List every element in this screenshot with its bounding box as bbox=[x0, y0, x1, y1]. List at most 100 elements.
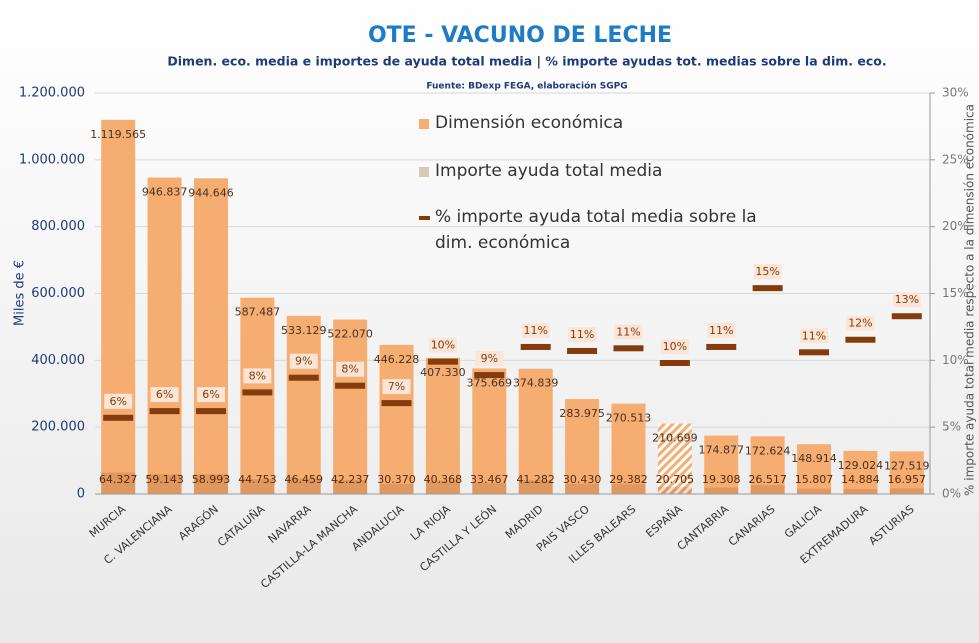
aid-bar bbox=[333, 479, 368, 494]
value-label: 64.327 bbox=[99, 473, 138, 486]
aid-bar bbox=[518, 480, 553, 494]
value-label: 14.884 bbox=[841, 473, 880, 486]
percent-label: 6% bbox=[202, 388, 219, 401]
chart-subtitle: Dimen. eco. media e importes de ayuda to… bbox=[167, 54, 886, 69]
percent-label: 11% bbox=[570, 328, 594, 341]
bar bbox=[611, 403, 646, 494]
percent-marker bbox=[613, 345, 644, 352]
value-label: 172.624 bbox=[745, 444, 791, 457]
value-label: 210.699 bbox=[652, 432, 698, 445]
percent-label-bg bbox=[382, 379, 411, 395]
chart-source: Fuente: BDexp FEGA, elaboración SGPG bbox=[426, 81, 627, 92]
value-label: 148.914 bbox=[791, 452, 837, 465]
percent-marker bbox=[752, 285, 783, 292]
x-tick-label: MADRID bbox=[503, 503, 546, 542]
aid-bar bbox=[843, 489, 878, 494]
y-tick-label: 600.000 bbox=[31, 286, 85, 301]
x-tick-label: ANDALUCIA bbox=[349, 502, 406, 553]
value-label: 41.282 bbox=[516, 473, 555, 486]
y2-tick-label: 15% bbox=[942, 286, 969, 300]
legend-swatch bbox=[419, 216, 430, 220]
percent-marker bbox=[381, 400, 412, 407]
percent-label-bg bbox=[753, 264, 782, 280]
value-label: 20.705 bbox=[656, 473, 695, 486]
percent-marker bbox=[659, 360, 690, 367]
legend-swatch bbox=[419, 119, 429, 129]
aid-bar bbox=[472, 482, 507, 494]
legend-entry: Importe ayuda total media bbox=[419, 158, 775, 184]
percent-label-bg bbox=[336, 361, 365, 377]
y2-tick-label: 10% bbox=[942, 353, 969, 367]
aid-bar bbox=[240, 479, 275, 494]
bar bbox=[797, 444, 832, 494]
value-label: 587.487 bbox=[235, 306, 281, 319]
percent-label: 11% bbox=[616, 325, 640, 338]
x-tick-label: CANARIAS bbox=[726, 503, 778, 549]
y-tick-label: 1.000.000 bbox=[19, 152, 85, 167]
bar bbox=[379, 344, 414, 494]
x-tick-label: GALICIA bbox=[782, 502, 824, 540]
x-tick-label: ASTURIAS bbox=[866, 503, 916, 548]
bar bbox=[472, 368, 507, 494]
percent-label-bg bbox=[800, 328, 829, 344]
legend-entry: Dimensión económica bbox=[419, 110, 775, 136]
percent-marker bbox=[288, 374, 319, 381]
aid-bar bbox=[657, 487, 692, 494]
x-tick-label: MURCIA bbox=[87, 502, 129, 540]
value-label: 40.368 bbox=[424, 473, 463, 486]
value-label: 46.459 bbox=[285, 473, 324, 486]
x-tick-label: CANTABRIA bbox=[675, 502, 732, 553]
percent-label: 11% bbox=[802, 329, 826, 342]
chart-title: OTE - VACUNO DE LECHE bbox=[368, 23, 672, 48]
y2-tick-label: 30% bbox=[942, 86, 969, 100]
y-axis-label: Miles de € bbox=[13, 260, 28, 326]
y-tick-label: 0 bbox=[77, 487, 85, 502]
y2-tick-label: 25% bbox=[942, 152, 969, 166]
aid-bar bbox=[704, 487, 739, 494]
percent-label: 12% bbox=[848, 317, 872, 330]
value-label: 407.330 bbox=[420, 366, 466, 379]
percent-label-bg bbox=[104, 393, 133, 409]
percent-label: 13% bbox=[895, 293, 919, 306]
value-label: 1.119.565 bbox=[90, 128, 146, 141]
percent-marker bbox=[567, 347, 598, 354]
value-label: 129.024 bbox=[838, 459, 884, 472]
percent-label-bg bbox=[568, 326, 597, 342]
percent-marker bbox=[149, 408, 180, 415]
percent-label-bg bbox=[196, 387, 225, 403]
value-label: 283.975 bbox=[559, 407, 605, 420]
percent-label: 8% bbox=[249, 369, 266, 382]
value-label: 944.646 bbox=[188, 186, 234, 199]
percent-label: 10% bbox=[663, 340, 687, 353]
percent-marker bbox=[799, 349, 830, 356]
percent-marker bbox=[195, 408, 226, 415]
aid-bar bbox=[750, 485, 785, 494]
x-tick-label: LA RIOJA bbox=[408, 502, 453, 543]
bar bbox=[101, 119, 136, 494]
aid-bar bbox=[889, 488, 924, 494]
aid-bar bbox=[147, 474, 182, 494]
value-label: 44.753 bbox=[238, 473, 277, 486]
bar bbox=[518, 368, 553, 494]
value-label: 58.993 bbox=[192, 473, 231, 486]
value-label: 42.237 bbox=[331, 473, 370, 486]
bar bbox=[147, 177, 182, 494]
percent-marker bbox=[474, 372, 505, 379]
bar bbox=[657, 423, 692, 494]
legend-label: % importe ayuda total media sobre la dim… bbox=[435, 207, 757, 253]
percent-label-bg bbox=[150, 387, 179, 403]
y2-tick-label: 20% bbox=[942, 219, 969, 233]
percent-label: 10% bbox=[431, 339, 455, 352]
value-label: 33.467 bbox=[470, 473, 509, 486]
y2-tick-label: 0% bbox=[942, 487, 961, 501]
aid-bar bbox=[797, 488, 832, 494]
percent-label-bg bbox=[892, 292, 921, 308]
legend-label: Dimensión económica bbox=[435, 113, 624, 133]
percent-label-bg bbox=[475, 351, 504, 367]
value-label: 533.129 bbox=[281, 324, 327, 337]
percent-label-bg bbox=[521, 322, 550, 338]
legend-entry: % importe ayuda total media sobre la dim… bbox=[419, 204, 775, 256]
aid-bar bbox=[425, 480, 460, 494]
percent-label-bg bbox=[707, 322, 736, 338]
